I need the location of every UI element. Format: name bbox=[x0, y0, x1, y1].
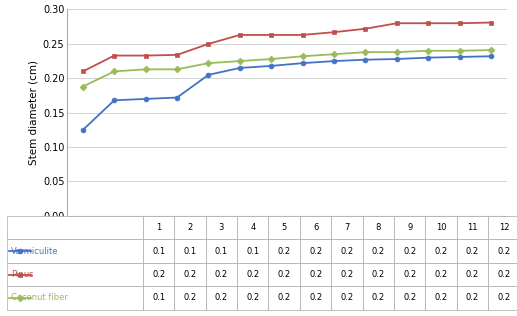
Y-axis label: Stem diameter (cm): Stem diameter (cm) bbox=[28, 60, 39, 165]
